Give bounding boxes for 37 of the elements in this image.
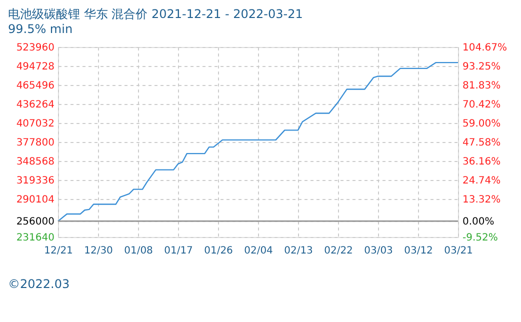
y-tick-label: 290104 (16, 194, 54, 206)
y2-tick-label: 13.32% (462, 194, 501, 206)
x-tick-label: 01/08 (124, 246, 153, 256)
y-tick-label: 377800 (16, 138, 54, 148)
y2-tick-label: 0.00% (462, 216, 494, 228)
y-tick-label: 319336 (16, 176, 54, 186)
x-tick-label: 03/21 (444, 246, 473, 256)
x-tick-label: 02/04 (244, 246, 273, 256)
y-tick-label: 256000 (16, 216, 54, 228)
y2-tick-label: -9.52% (462, 232, 498, 244)
y-tick-label: 231640 (16, 232, 54, 244)
y-tick-label: 407032 (16, 118, 54, 130)
y2-tick-label: 70.42% (462, 99, 501, 110)
y2-tick-label: 81.83% (462, 80, 501, 92)
text: ©2022.03 (8, 277, 70, 291)
x-tick-label: 12/30 (84, 246, 113, 256)
chart-subtitle: 99.5% min (8, 22, 73, 36)
y2-tick-label: 93.25% (462, 62, 501, 72)
y-tick-label: 465496 (16, 80, 54, 92)
y2-tick-label: 36.16% (462, 156, 501, 168)
x-tick-label: 03/12 (404, 246, 433, 256)
y2-tick-label: 59.00% (462, 118, 501, 130)
x-tick-label: 12/21 (44, 246, 73, 256)
y2-tick-label: 104.67% (462, 42, 507, 54)
y-tick-label: 348568 (16, 156, 54, 168)
y2-tick-label: 47.58% (462, 137, 501, 148)
x-tick-label: 01/17 (164, 246, 193, 256)
x-tick-label: 02/22 (324, 246, 353, 256)
y2-tick-label: 24.74% (462, 175, 501, 186)
x-tick-label: 02/13 (284, 246, 313, 256)
x-tick-label: 01/26 (204, 246, 233, 256)
chart-title: 电池级碳酸锂 华东 混合价 2021-12-21 - 2022-03-21 (8, 7, 303, 21)
y-tick-label: 436264 (16, 100, 54, 110)
x-tick-label: 03/03 (364, 246, 393, 256)
line-series (57, 62, 459, 222)
y-tick-label: 494728 (16, 62, 54, 72)
y-tick-label: 523960 (16, 42, 54, 54)
